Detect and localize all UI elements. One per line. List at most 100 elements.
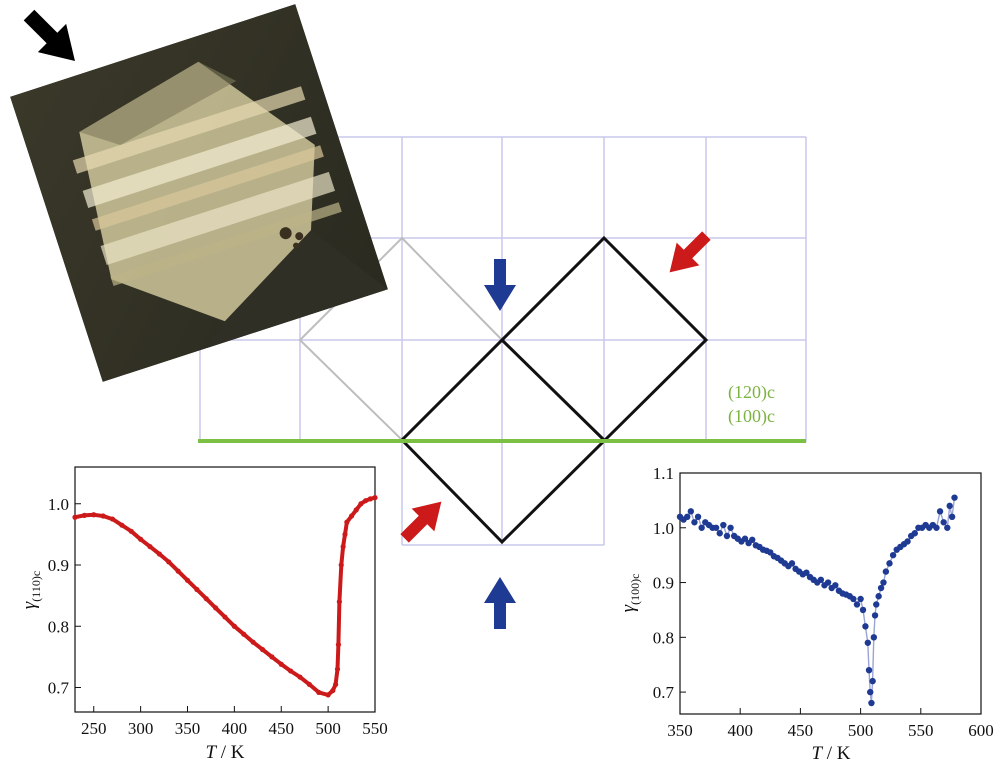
chart-right-data-point [944, 524, 951, 531]
chart-right-data-point [817, 576, 825, 584]
chart-right-ylabel: γ(100)c [618, 574, 642, 613]
chart-left-data-point [342, 531, 348, 537]
chart-left-data-point [119, 522, 125, 528]
chart-right-ytick-label: 0.9 [653, 574, 674, 593]
chart-left-data-point [278, 661, 284, 667]
chart-left-data-point [81, 512, 87, 518]
chart-right-data-point [720, 521, 727, 529]
chart-right-xtick-label: 350 [667, 721, 693, 740]
chart-right-data-point [698, 524, 705, 531]
chart-left-ytick-label: 0.8 [48, 617, 69, 636]
chart-left-data-point [156, 551, 162, 557]
chart-right-data-point [880, 579, 887, 586]
chart-right-points [676, 494, 958, 707]
chart-left-data-point [363, 498, 369, 504]
chart-right-data-point [862, 623, 869, 630]
chart-left-frame [74, 466, 376, 713]
chart-left-xtick-label: 400 [222, 719, 248, 738]
chart-left-xtick-label: 500 [315, 719, 341, 738]
chart-left-data-point [316, 689, 322, 696]
chart-right-data-point [933, 524, 940, 531]
chart-left-ytick-label: 0.9 [48, 556, 69, 575]
chart-left-xtick-label: 550 [362, 719, 388, 738]
chart-right-data-point [687, 508, 695, 515]
chart-right-data-point [904, 538, 911, 545]
chart-right-xtick-label: 450 [788, 721, 814, 740]
chart-right-data-point [867, 688, 874, 696]
chart-left-xtick-label: 350 [175, 719, 201, 738]
chart-right-data-point [859, 606, 867, 614]
black-unit-cell [399, 235, 709, 545]
chart-left-xtick-label: 450 [269, 719, 295, 738]
chart-left-data-point [259, 646, 266, 653]
chart-right-data-point [824, 579, 832, 586]
chart-left-data-point [325, 692, 331, 698]
blue-arrow-up-icon [484, 577, 516, 629]
chart-left-data-point [340, 544, 346, 550]
chart-left-data-point [348, 513, 355, 519]
chart-right-data-point [723, 532, 731, 540]
chart-left-data-point [353, 507, 359, 513]
chart-right-data-point [873, 601, 880, 608]
chart-right-data-point [712, 524, 720, 531]
chart-right-data-point [946, 502, 953, 510]
chart-right-ytick-label: 1.1 [653, 464, 674, 483]
chart-right-data-point [788, 560, 796, 567]
black-unit-cell-diagonal [500, 338, 606, 442]
chart-left-ytick-label: 0.7 [48, 679, 70, 698]
chart-right-data-point [911, 530, 918, 537]
chart-right-data-point [864, 639, 872, 646]
chart-left-data-point [333, 681, 339, 688]
chart-left-ylabel: γ(110)c [19, 571, 43, 609]
chart-right-xtick-label: 400 [727, 721, 753, 740]
chart-right-data-point [882, 568, 890, 575]
chart-left-points [72, 495, 378, 698]
chart-right-data-point [889, 551, 897, 559]
chart-left-xtick-label: 300 [128, 719, 154, 738]
plane-label-120: (120)c [728, 382, 775, 403]
chart-left-data-point [91, 512, 97, 518]
chart-right-data-point [741, 535, 749, 542]
chart-right-data-point [803, 569, 810, 576]
chart-left-data-point [175, 568, 181, 574]
crystal-micrograph-photo [9, 3, 389, 383]
chart-right-data-point [951, 494, 958, 501]
chart-left-data-point [338, 562, 344, 568]
chart-right-data-point [691, 519, 698, 526]
chart-right-xtick-label: 550 [908, 721, 934, 740]
chart-left-data-point [250, 639, 256, 645]
chart-right-ticks: 350 400 450 500 550 600 0.7 0.8 0.9 1.0 1.1 [653, 464, 994, 740]
chart-left-data-point [358, 501, 364, 507]
chart-left-data-point [297, 674, 303, 680]
chart-left-xtick-label: 250 [81, 719, 107, 738]
chart-right-data-point [868, 699, 875, 707]
chart-right-data-point [857, 595, 864, 603]
chart-left-data-point [109, 516, 116, 522]
chart-left-data-point [128, 528, 134, 534]
chart-right-xtick-label: 500 [848, 721, 874, 740]
chart-right-data-point [870, 634, 878, 641]
chart-left-data-point [241, 631, 247, 637]
chart-left-data-point [344, 519, 350, 525]
chart-left-data-point [288, 668, 294, 674]
chart-right-data-point [936, 508, 944, 515]
chart-left-data-point [231, 623, 237, 629]
chart-left-ytick-label: 1.0 [48, 495, 69, 514]
chart-left-data-point [147, 544, 153, 550]
chart-left-xlabel: T / K [205, 742, 244, 762]
chart-left-data-point [334, 666, 341, 672]
chart-right-data-point [886, 560, 893, 567]
chart-right-data-point [875, 593, 882, 600]
chart-left-data-point [166, 559, 172, 565]
chart-right-data-point [850, 595, 857, 603]
chart-left-data-point [336, 599, 342, 605]
plane-label-100: (100)c [728, 406, 775, 427]
chart-left-data-point [306, 681, 312, 688]
chart-right-data-point [853, 601, 861, 608]
chart-right-ytick-label: 0.7 [653, 683, 675, 702]
chart-right-data-point [694, 513, 702, 521]
chart-left-data-point [194, 586, 200, 593]
chart-left-data-point [100, 513, 106, 519]
